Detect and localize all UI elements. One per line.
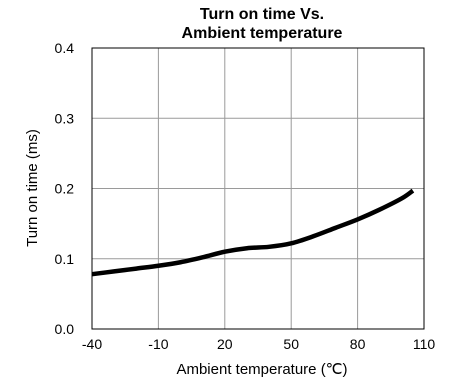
series-line	[91, 188, 415, 277]
y-tick-label: 0.2	[55, 181, 75, 197]
chart-title-line-1: Turn on time Vs.	[200, 6, 324, 23]
plot-area-frame	[91, 47, 425, 330]
y-tick-label: 0.3	[55, 110, 75, 126]
y-tick-label: 0.4	[55, 40, 75, 56]
y-axis-ticks: 0.0 0.1 0.2 0.3 0.4	[55, 40, 75, 337]
x-tick-label: -10	[148, 336, 168, 352]
x-tick-label: 50	[283, 336, 299, 352]
x-tick-label: 80	[350, 336, 366, 352]
chart-title-line-2: Ambient temperature	[182, 25, 343, 42]
y-tick-label: 0.0	[55, 321, 75, 337]
y-axis-label: Turn on time (ms)	[24, 129, 41, 247]
grid	[92, 48, 424, 329]
series-layer	[91, 188, 415, 277]
x-tick-label: 20	[217, 336, 233, 352]
x-axis-label: Ambient temperature (℃)	[176, 361, 347, 378]
x-tick-label: 110	[413, 336, 436, 352]
y-tick-label: 0.1	[55, 251, 75, 267]
x-tick-label: -40	[82, 336, 102, 352]
x-axis-ticks: -40 -10 20 50 80 110	[82, 336, 435, 352]
